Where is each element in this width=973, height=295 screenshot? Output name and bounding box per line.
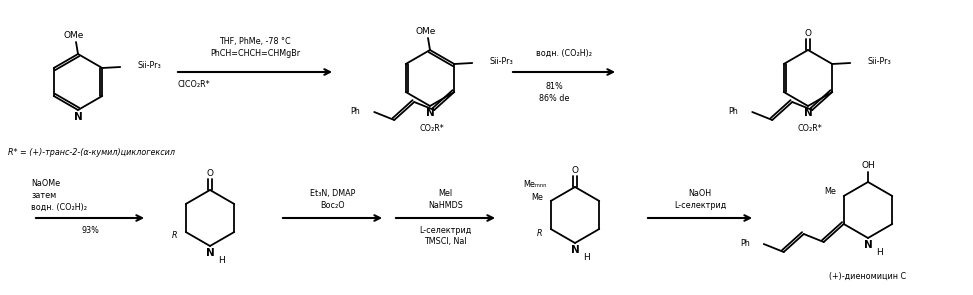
Text: водн. (CO₂H)₂: водн. (CO₂H)₂ <box>536 49 592 58</box>
Text: TMSCl, NaI: TMSCl, NaI <box>424 237 467 246</box>
Text: Et₃N, DMAP: Et₃N, DMAP <box>309 189 355 198</box>
Text: CO₂R*: CO₂R* <box>798 124 822 133</box>
Text: N: N <box>570 245 579 255</box>
Text: O: O <box>571 166 579 175</box>
Text: OMe: OMe <box>415 27 436 36</box>
Text: Meₘₙₙ: Meₘₙₙ <box>523 180 547 189</box>
Text: O: O <box>805 29 811 38</box>
Text: OMe: OMe <box>64 31 85 40</box>
Text: N: N <box>425 108 434 118</box>
Text: (+)-диеномицин С: (+)-диеномицин С <box>829 272 907 281</box>
Text: PhCH=CHCH=CHMgBr: PhCH=CHCH=CHMgBr <box>210 49 300 58</box>
Text: Ph: Ph <box>740 240 750 248</box>
Text: NaHMDS: NaHMDS <box>428 201 463 210</box>
Text: R: R <box>172 232 178 240</box>
Text: L-селектрид: L-селектрид <box>419 226 472 235</box>
Text: Ph: Ph <box>350 107 360 117</box>
Text: L-селектрид: L-селектрид <box>674 201 726 210</box>
Text: 93%: 93% <box>81 226 99 235</box>
Text: Ph: Ph <box>729 107 739 117</box>
Text: R: R <box>537 229 543 237</box>
Text: N: N <box>205 248 214 258</box>
Text: NaOMe: NaOMe <box>31 179 60 188</box>
Text: Me: Me <box>531 193 543 201</box>
Text: NaOH: NaOH <box>689 189 711 198</box>
Text: H: H <box>218 256 225 265</box>
Text: R* = (+)-транс-2-(α-кумил)циклогексил: R* = (+)-транс-2-(α-кумил)циклогексил <box>8 148 175 157</box>
Text: N: N <box>74 112 83 122</box>
Text: ClCO₂R*: ClCO₂R* <box>177 80 209 89</box>
Text: Me: Me <box>824 188 836 196</box>
Text: Sii-Pr₃: Sii-Pr₃ <box>137 61 161 71</box>
Text: N: N <box>804 108 812 118</box>
Text: водн. (CO₂H)₂: водн. (CO₂H)₂ <box>31 203 87 212</box>
Text: O: O <box>206 169 213 178</box>
Text: CO₂R*: CO₂R* <box>419 124 445 133</box>
Text: N: N <box>864 240 873 250</box>
Text: 81%: 81% <box>545 82 562 91</box>
Text: Boc₂O: Boc₂O <box>320 201 344 210</box>
Text: Sii-Pr₃: Sii-Pr₃ <box>489 58 513 66</box>
Text: THF, PhMe, -78 °C: THF, PhMe, -78 °C <box>219 37 291 46</box>
Text: 86% de: 86% de <box>539 94 569 103</box>
Text: MeI: MeI <box>439 189 452 198</box>
Text: затем: затем <box>31 191 56 200</box>
Text: H: H <box>876 248 883 257</box>
Text: OH: OH <box>861 161 875 170</box>
Text: Sii-Pr₃: Sii-Pr₃ <box>867 58 891 66</box>
Text: H: H <box>583 253 590 262</box>
